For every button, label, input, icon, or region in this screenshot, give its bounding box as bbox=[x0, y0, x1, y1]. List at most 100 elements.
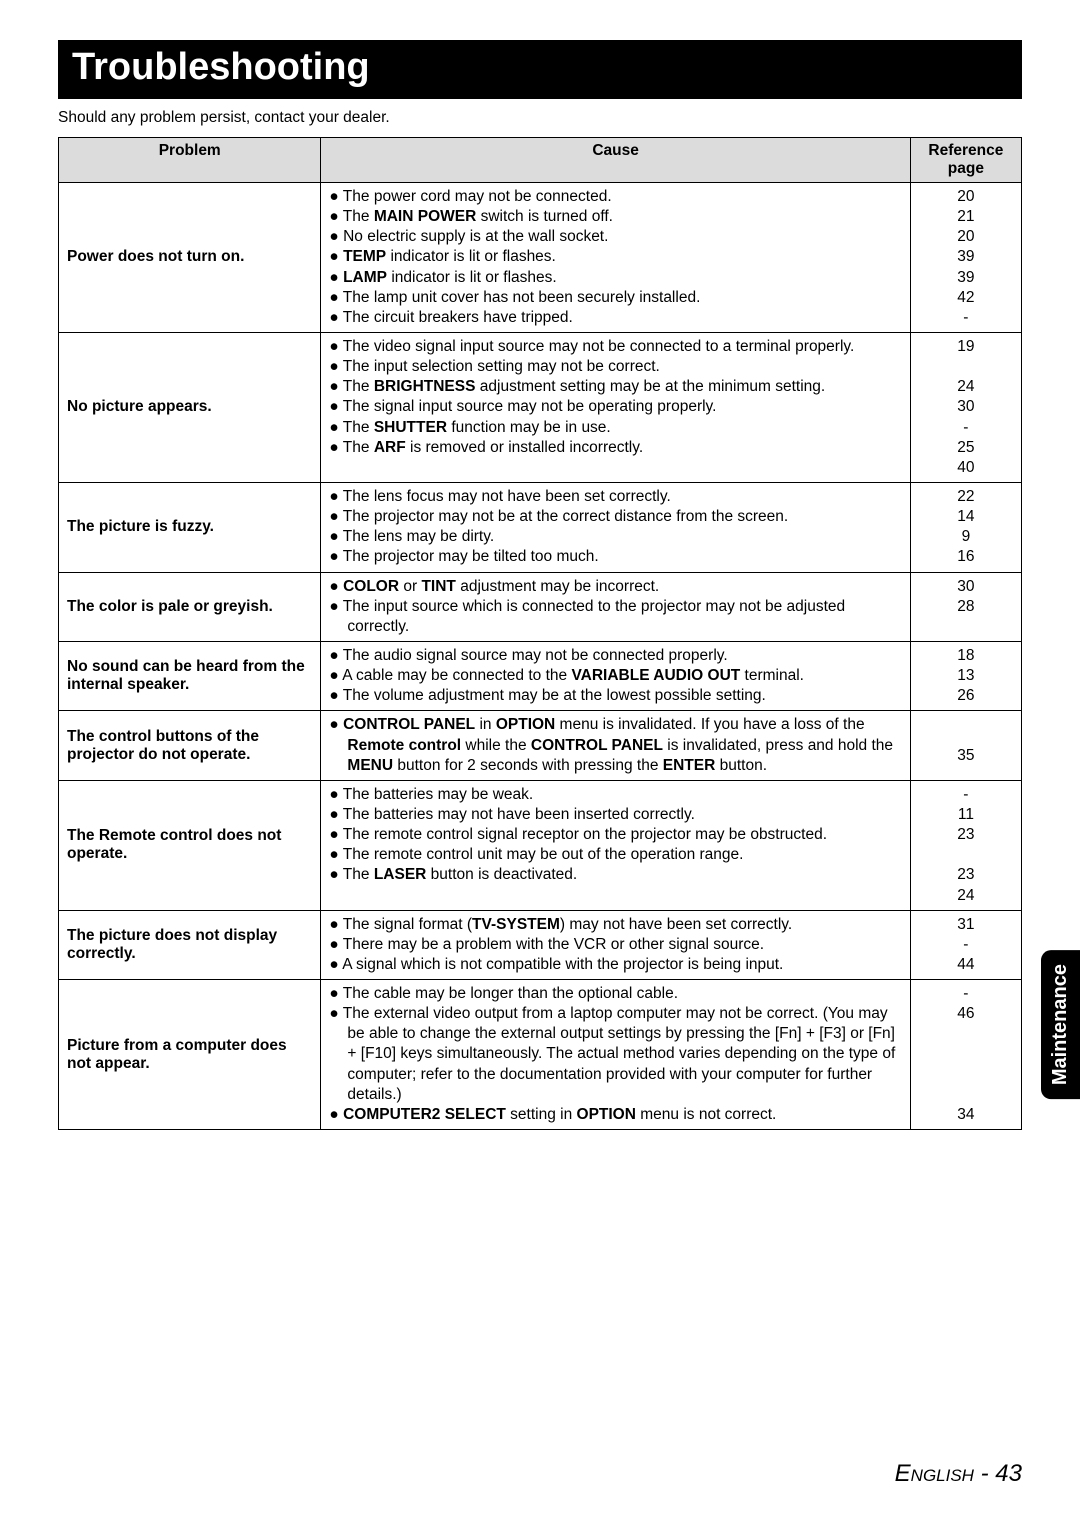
ref-line: 21 bbox=[919, 207, 1013, 227]
ref-line: 13 bbox=[919, 666, 1013, 686]
col-ref: Reference page bbox=[910, 138, 1021, 183]
troubleshooting-table: Problem Cause Reference page Power does … bbox=[58, 137, 1022, 1130]
ref-line bbox=[919, 1085, 1013, 1105]
cause-line: ● The input selection setting may not be… bbox=[329, 357, 901, 377]
ref-line: 23 bbox=[919, 825, 1013, 845]
ref-cell: 35 bbox=[910, 711, 1021, 780]
ref-cell: -1123 2324 bbox=[910, 780, 1021, 910]
cause-line: ● The ARF is removed or installed incorr… bbox=[329, 438, 901, 458]
cause-line: ● The LASER button is deactivated. bbox=[329, 865, 901, 885]
ref-line: 26 bbox=[919, 686, 1013, 706]
cause-line: ● The volume adjustment may be at the lo… bbox=[329, 686, 901, 706]
ref-cell: 31-44 bbox=[910, 910, 1021, 979]
ref-line: 19 bbox=[919, 337, 1013, 357]
cause-cell: ● The video signal input source may not … bbox=[321, 332, 910, 482]
problem-cell: Picture from a computer does not appear. bbox=[59, 980, 321, 1130]
ref-line bbox=[919, 725, 1013, 745]
cause-line: ● COLOR or TINT adjustment may be incorr… bbox=[329, 577, 901, 597]
cause-line: ● A signal which is not compatible with … bbox=[329, 955, 901, 975]
cause-line: ● The MAIN POWER switch is turned off. bbox=[329, 207, 901, 227]
cause-line: ● The video signal input source may not … bbox=[329, 337, 901, 357]
ref-cell: 19 2430-2540 bbox=[910, 332, 1021, 482]
cause-line: ● The remote control signal receptor on … bbox=[329, 825, 901, 845]
cause-line: ● The cable may be longer than the optio… bbox=[329, 984, 901, 1004]
ref-line: - bbox=[919, 308, 1013, 328]
cause-line: ● LAMP indicator is lit or flashes. bbox=[329, 268, 901, 288]
cause-line: ● The projector may not be at the correc… bbox=[329, 507, 901, 527]
ref-line: - bbox=[919, 785, 1013, 805]
page-title: Troubleshooting bbox=[58, 40, 1022, 99]
ref-line: - bbox=[919, 984, 1013, 1004]
ref-line: 42 bbox=[919, 288, 1013, 308]
ref-line bbox=[919, 1065, 1013, 1085]
ref-line: 9 bbox=[919, 527, 1013, 547]
ref-cell: 181326 bbox=[910, 641, 1021, 710]
ref-line: 25 bbox=[919, 438, 1013, 458]
ref-line: 20 bbox=[919, 187, 1013, 207]
col-cause: Cause bbox=[321, 138, 910, 183]
cause-cell: ● The signal format (TV-SYSTEM) may not … bbox=[321, 910, 910, 979]
ref-cell: 3028 bbox=[910, 572, 1021, 641]
cause-line: ● No electric supply is at the wall sock… bbox=[329, 227, 901, 247]
cause-line: ● The circuit breakers have tripped. bbox=[329, 308, 901, 328]
ref-line: 30 bbox=[919, 577, 1013, 597]
problem-cell: The control buttons of the projector do … bbox=[59, 711, 321, 780]
problem-cell: Power does not turn on. bbox=[59, 183, 321, 333]
ref-line bbox=[919, 357, 1013, 377]
ref-line: 24 bbox=[919, 886, 1013, 906]
ref-line: 35 bbox=[919, 746, 1013, 766]
cause-line: ● CONTROL PANEL in OPTION menu is invali… bbox=[329, 715, 901, 775]
problem-cell: The color is pale or greyish. bbox=[59, 572, 321, 641]
cause-line: ● The signal input source may not be ope… bbox=[329, 397, 901, 417]
ref-line: 34 bbox=[919, 1105, 1013, 1125]
cause-line: ● COMPUTER2 SELECT setting in OPTION men… bbox=[329, 1105, 901, 1125]
footer-lang: English bbox=[895, 1460, 974, 1487]
page-footer: English - 43 bbox=[895, 1460, 1022, 1488]
ref-line: 18 bbox=[919, 646, 1013, 666]
ref-line: 23 bbox=[919, 865, 1013, 885]
col-problem: Problem bbox=[59, 138, 321, 183]
ref-cell: 202120393942- bbox=[910, 183, 1021, 333]
cause-line: ● There may be a problem with the VCR or… bbox=[329, 935, 901, 955]
cause-line: ● The external video output from a lapto… bbox=[329, 1004, 901, 1105]
cause-line: ● The lamp unit cover has not been secur… bbox=[329, 288, 901, 308]
ref-line: 40 bbox=[919, 458, 1013, 478]
ref-line bbox=[919, 1044, 1013, 1064]
cause-line: ● A cable may be connected to the VARIAB… bbox=[329, 666, 901, 686]
cause-cell: ● The cable may be longer than the optio… bbox=[321, 980, 910, 1130]
ref-line: 11 bbox=[919, 805, 1013, 825]
problem-cell: The picture is fuzzy. bbox=[59, 482, 321, 572]
cause-cell: ● The batteries may be weak.● The batter… bbox=[321, 780, 910, 910]
ref-cell: 2214916 bbox=[910, 482, 1021, 572]
cause-cell: ● The lens focus may not have been set c… bbox=[321, 482, 910, 572]
ref-line: 31 bbox=[919, 915, 1013, 935]
ref-line: 24 bbox=[919, 377, 1013, 397]
problem-cell: The picture does not display correctly. bbox=[59, 910, 321, 979]
ref-line bbox=[919, 845, 1013, 865]
ref-line: 44 bbox=[919, 955, 1013, 975]
cause-cell: ● CONTROL PANEL in OPTION menu is invali… bbox=[321, 711, 910, 780]
cause-line: ● The input source which is connected to… bbox=[329, 597, 901, 637]
ref-line: 30 bbox=[919, 397, 1013, 417]
problem-cell: No sound can be heard from the internal … bbox=[59, 641, 321, 710]
cause-line: ● The audio signal source may not be con… bbox=[329, 646, 901, 666]
ref-line: - bbox=[919, 418, 1013, 438]
cause-cell: ● The audio signal source may not be con… bbox=[321, 641, 910, 710]
cause-line: ● The BRIGHTNESS adjustment setting may … bbox=[329, 377, 901, 397]
cause-line: ● TEMP indicator is lit or flashes. bbox=[329, 247, 901, 267]
cause-line: ● The lens focus may not have been set c… bbox=[329, 487, 901, 507]
cause-line: ● The lens may be dirty. bbox=[329, 527, 901, 547]
cause-line: ● The power cord may not be connected. bbox=[329, 187, 901, 207]
ref-line: 20 bbox=[919, 227, 1013, 247]
footer-page-number: 43 bbox=[995, 1460, 1022, 1487]
ref-line: 39 bbox=[919, 247, 1013, 267]
ref-line: - bbox=[919, 935, 1013, 955]
problem-cell: No picture appears. bbox=[59, 332, 321, 482]
ref-line: 28 bbox=[919, 597, 1013, 617]
ref-line bbox=[919, 1024, 1013, 1044]
cause-line: ● The batteries may be weak. bbox=[329, 785, 901, 805]
cause-cell: ● COLOR or TINT adjustment may be incorr… bbox=[321, 572, 910, 641]
side-tab-maintenance: Maintenance bbox=[1041, 950, 1080, 1099]
cause-line: ● The projector may be tilted too much. bbox=[329, 547, 901, 567]
ref-line: 22 bbox=[919, 487, 1013, 507]
